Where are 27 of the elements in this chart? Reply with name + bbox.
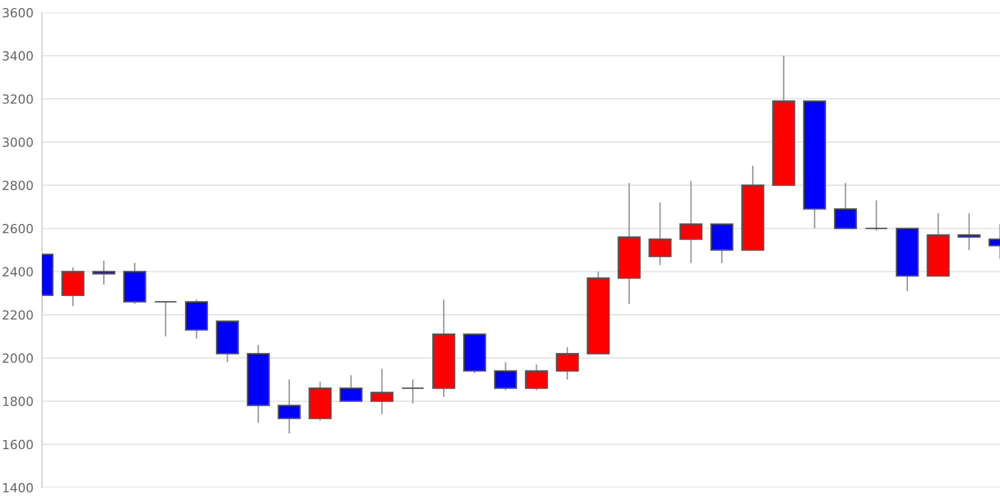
candlestick [648,202,672,266]
candlestick [401,378,424,404]
candlestick [834,182,857,230]
y-tick-label: 1600 [3,440,33,450]
candlestick [340,374,363,402]
y-tick-label: 3400 [2,51,33,61]
candlestick [92,260,116,286]
candlestick [864,200,888,232]
candlestick [61,266,84,307]
y-tick-label: 3200 [2,94,33,104]
y-tick-label: 2400 [2,267,33,277]
y-tick-label: 2200 [2,310,33,320]
y-tick-label: 1800 [3,396,33,406]
candlestick [278,378,301,434]
y-tick-label: 3600 [2,8,33,18]
candlestick [494,362,518,392]
candlestick [524,364,548,392]
candlestick [154,301,178,338]
candlestick [679,180,702,264]
y-tick-label: 3000 [2,138,33,147]
candlestick [370,368,394,415]
y-tick-label: 2800 [2,180,33,190]
y-tick-label: 2600 [2,224,33,234]
y-tick-label: 2000 [2,353,33,363]
candlestick [556,346,579,380]
y-tick-label: 1400 [3,482,33,492]
candlestick [958,212,981,251]
